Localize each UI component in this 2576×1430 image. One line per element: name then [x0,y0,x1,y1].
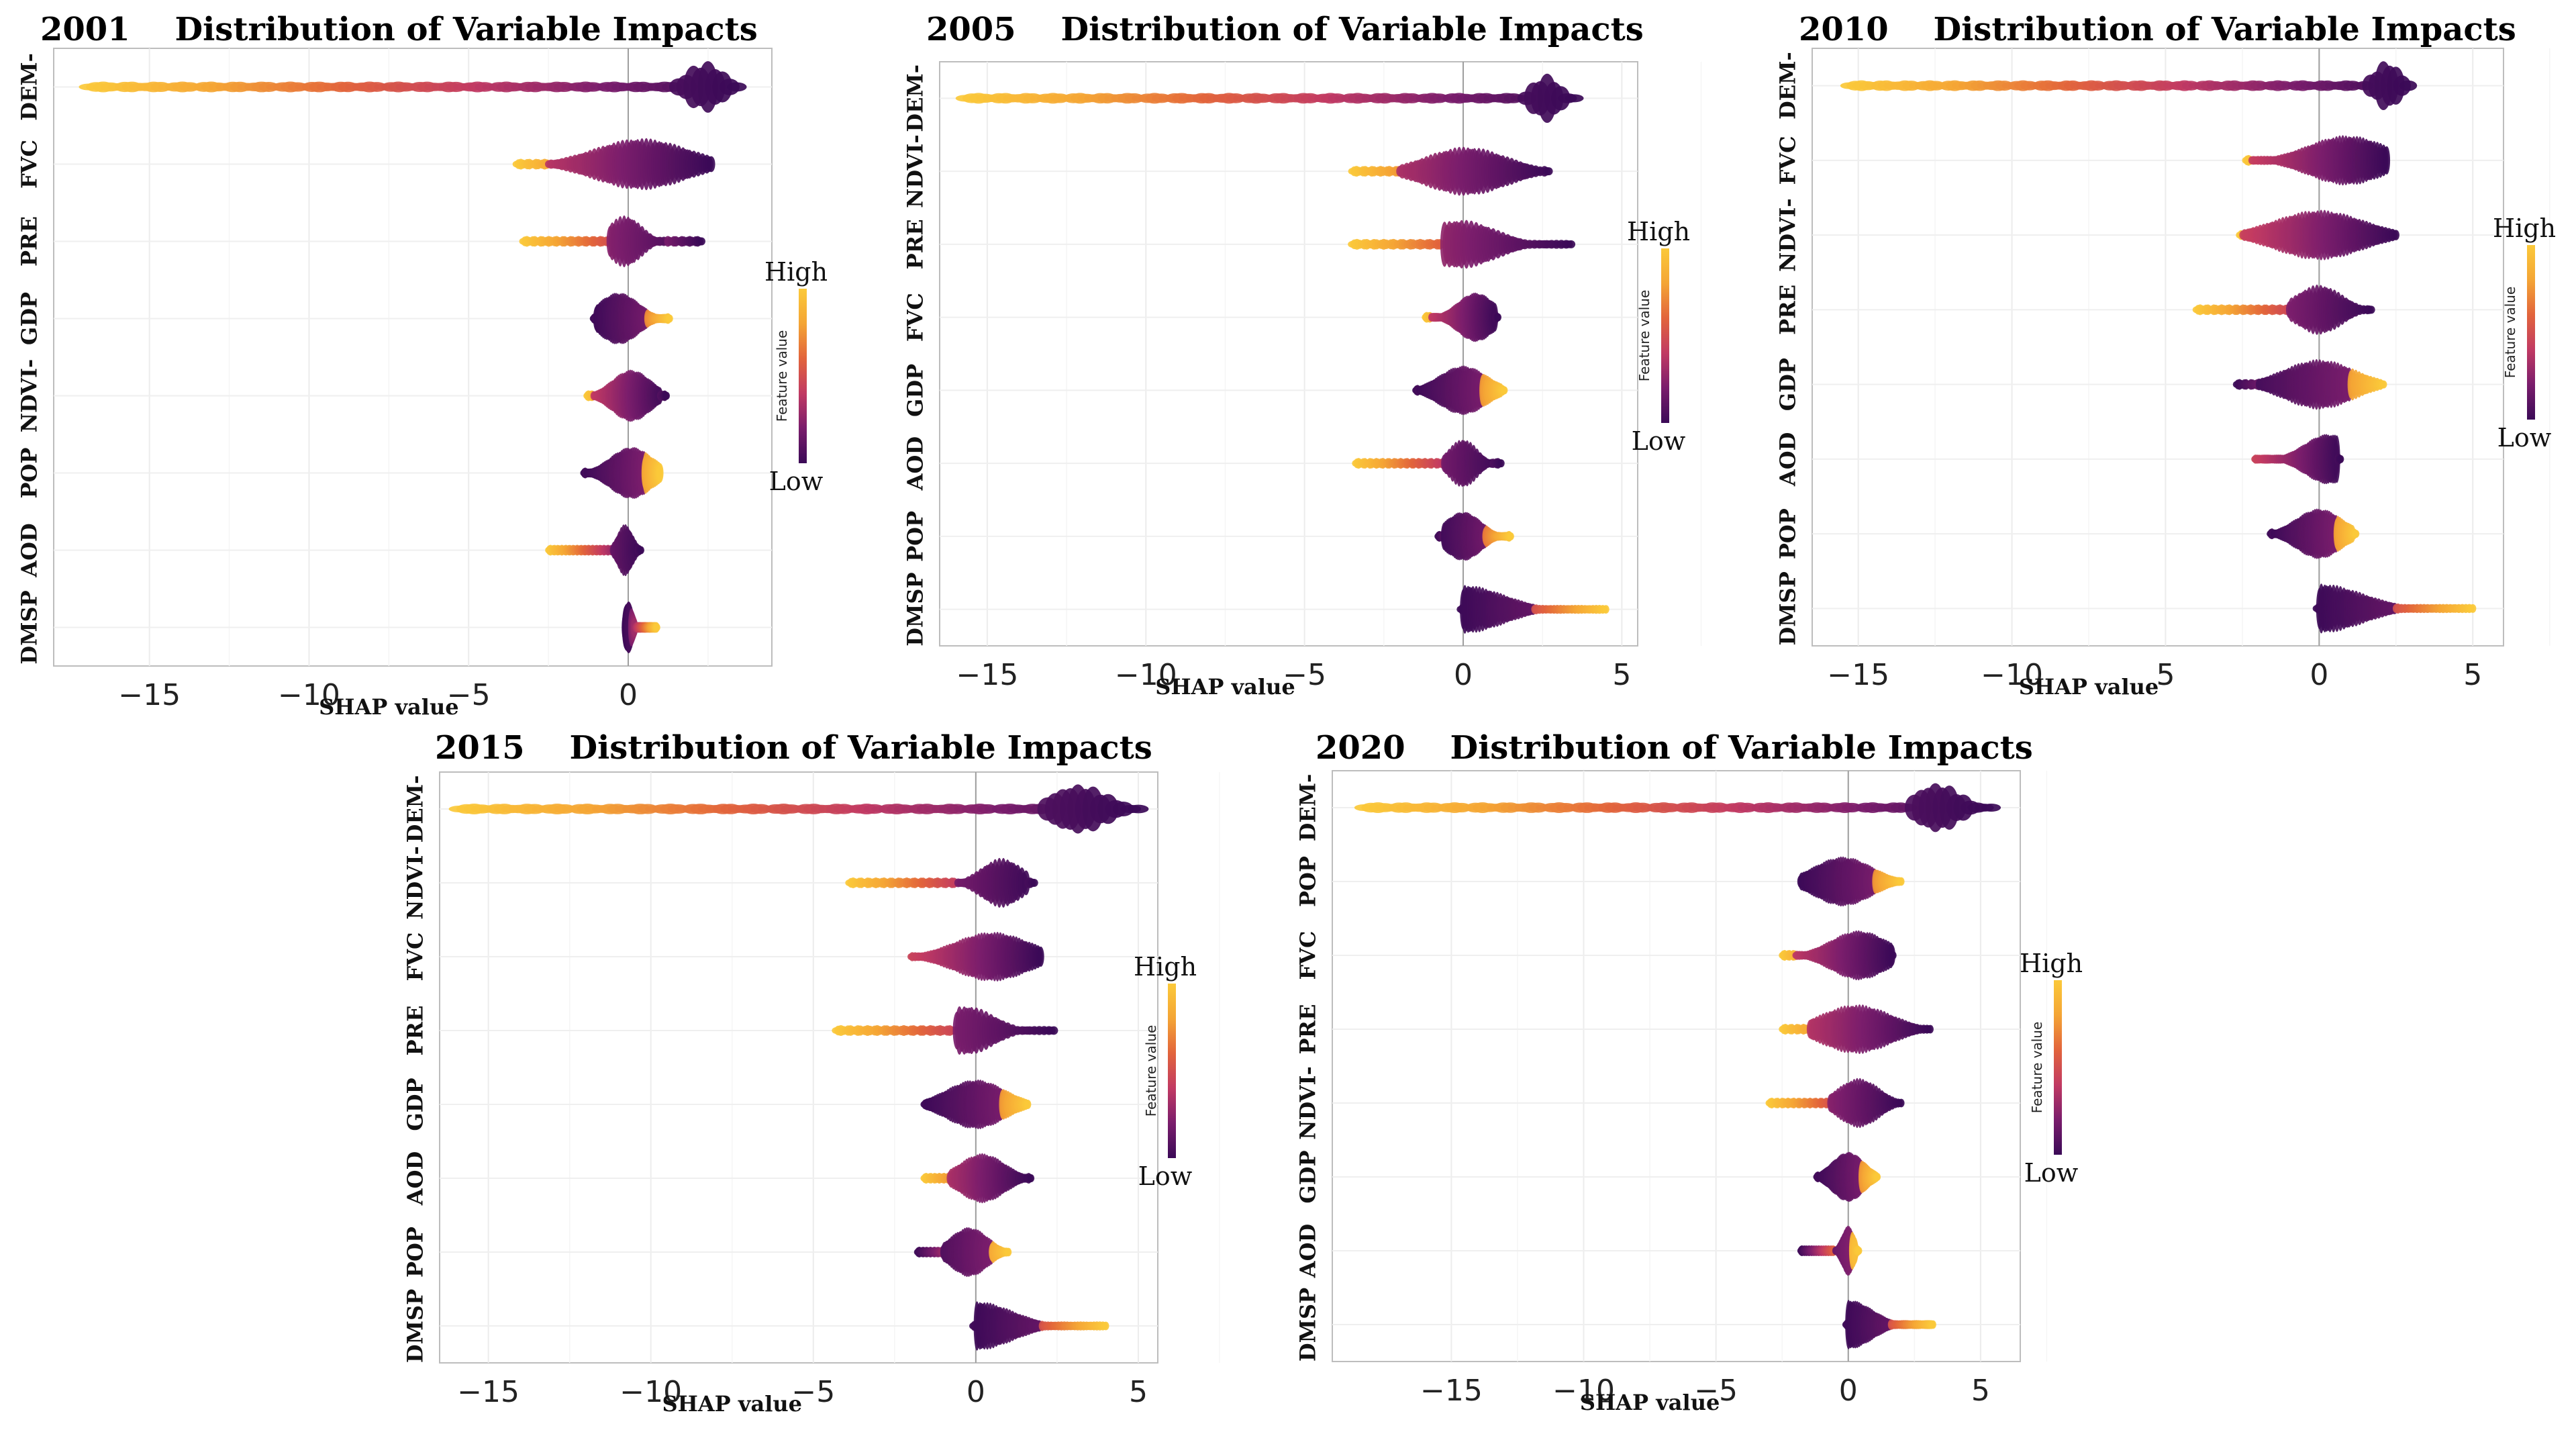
shap-point-cluster [1874,1172,1881,1182]
feature-swarm-fvc [512,138,715,191]
feature-swarm-pop [580,446,664,499]
feature-swarm-dem [79,61,747,113]
shap-point-cluster [697,237,705,246]
shap-point-cluster [1981,803,2001,812]
feature-swarm-ndvi [583,369,671,422]
x-tick-label: 0 [1839,1374,1858,1408]
y-tick-label: GDP [1295,1150,1321,1203]
y-tick-label: POP [1295,856,1321,907]
x-axis-label: SHAP value [1580,1390,1720,1415]
shap-point-cluster [1897,877,1905,886]
y-tick-label: DMSP [1295,1288,1321,1362]
color-legend: High Low Feature value [2020,949,2083,1188]
shap-point-cluster [666,314,673,323]
shap-point-cluster [663,391,671,400]
legend-high-label: High [2020,949,2083,978]
x-tick-label: −15 [1420,1374,1483,1408]
y-tick-label: FVC [1295,931,1321,980]
shap-point-cluster [1897,1098,1905,1108]
shap-point-cluster [1855,1246,1863,1255]
x-tick-label: 5 [1971,1374,1990,1408]
feature-swarm-pre [519,215,705,268]
panel-title-text: Distribution of Variable Impacts [175,11,758,48]
shap-point-cluster [1889,951,1897,960]
shap-point-cluster [1926,1024,1934,1034]
legend-title: Feature value [2029,1022,2045,1114]
shap-point-cluster [726,82,747,92]
legend-colorbar [2054,980,2062,1155]
panel-title: 2001 Distribution of Variable Impacts [40,13,758,46]
y-tick-label: PRE [1295,1004,1321,1054]
shap-point-cluster [1929,1320,1936,1329]
feature-swarm-gdp [589,293,673,344]
y-tick-label: AOD [1295,1224,1321,1278]
y-tick-label: DEM- [1295,774,1321,842]
plot-frame [1332,770,2021,1362]
legend-low-label: Low [2024,1158,2079,1188]
y-tick-label: NDVI- [1295,1066,1321,1140]
shap-point-cluster [707,156,715,173]
panel-year: 2001 [40,11,130,48]
